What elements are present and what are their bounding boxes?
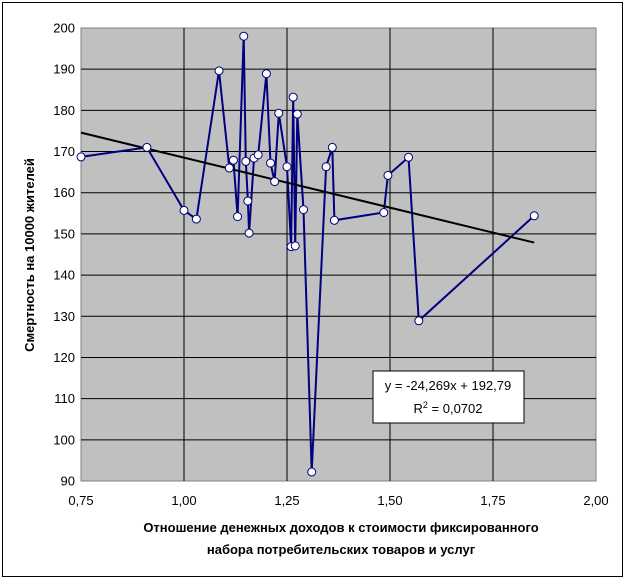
trendline-equation-box: y = -24,269x + 192,79 R2 = 0,0702 — [372, 370, 525, 424]
data-point — [214, 66, 224, 76]
gridlines — [81, 28, 596, 481]
data-point — [179, 205, 189, 215]
r-squared-label: R2 = 0,0702 — [414, 400, 483, 416]
y-tick-label: 100 — [53, 432, 75, 447]
data-point — [321, 162, 331, 172]
x-axis-title-line1: Отношение денежных доходов к стоимости ф… — [143, 520, 538, 535]
r-squared-value: = 0,0702 — [428, 401, 483, 416]
data-point — [76, 152, 86, 162]
data-point — [253, 150, 263, 160]
data-point — [244, 228, 254, 238]
data-points — [76, 31, 539, 477]
y-tick-label: 180 — [53, 103, 75, 118]
data-point — [379, 207, 389, 217]
trendline — [80, 131, 535, 244]
y-axis-title: Смертность на 10000 жителей — [22, 158, 37, 352]
y-tick-label: 140 — [53, 268, 75, 283]
data-point — [243, 196, 253, 206]
x-axis-ticks: 0,75 1,00 1,25 1,50 1,75 2,00 — [68, 493, 608, 508]
trendline-equation: y = -24,269x + 192,79 — [385, 378, 511, 393]
y-axis-ticks: 90 100 110 120 130 140 150 160 170 180 190 200 — [53, 21, 75, 489]
data-point — [404, 152, 414, 162]
y-tick-label: 90 — [61, 474, 75, 489]
y-tick-label: 170 — [53, 144, 75, 159]
r-squared-prefix: R — [414, 401, 423, 416]
data-point — [228, 155, 238, 165]
data-point — [233, 212, 243, 222]
data-point — [288, 92, 298, 102]
y-tick-label: 190 — [53, 62, 75, 77]
data-point — [266, 158, 276, 168]
data-point — [298, 205, 308, 215]
y-tick-label: 150 — [53, 226, 75, 241]
data-point — [307, 467, 317, 477]
data-point — [529, 211, 539, 221]
data-point — [239, 31, 249, 41]
data-point — [270, 177, 280, 187]
data-point — [274, 108, 284, 118]
x-tick-label: 1,00 — [171, 493, 196, 508]
data-point — [290, 241, 300, 251]
data-point — [282, 162, 292, 172]
x-tick-label: 0,75 — [68, 493, 93, 508]
x-tick-label: 2,00 — [583, 493, 608, 508]
data-point — [224, 163, 234, 173]
y-tick-label: 120 — [53, 350, 75, 365]
data-point — [142, 142, 152, 152]
y-tick-label: 200 — [53, 21, 75, 36]
y-tick-label: 110 — [54, 391, 75, 406]
x-tick-label: 1,25 — [274, 493, 299, 508]
data-point — [241, 156, 251, 166]
data-point — [383, 170, 393, 180]
data-point — [414, 316, 424, 326]
data-point — [261, 69, 271, 79]
y-tick-label: 160 — [53, 185, 75, 200]
x-axis-title-line2: набора потребительских товаров и услуг — [207, 542, 476, 557]
x-tick-label: 1,75 — [480, 493, 505, 508]
x-tick-label: 1,50 — [377, 493, 402, 508]
data-point — [329, 215, 339, 225]
data-point — [191, 214, 201, 224]
r-squared-superscript: 2 — [423, 400, 428, 410]
data-point — [327, 142, 337, 152]
y-tick-label: 130 — [53, 309, 75, 324]
data-point — [292, 109, 302, 119]
